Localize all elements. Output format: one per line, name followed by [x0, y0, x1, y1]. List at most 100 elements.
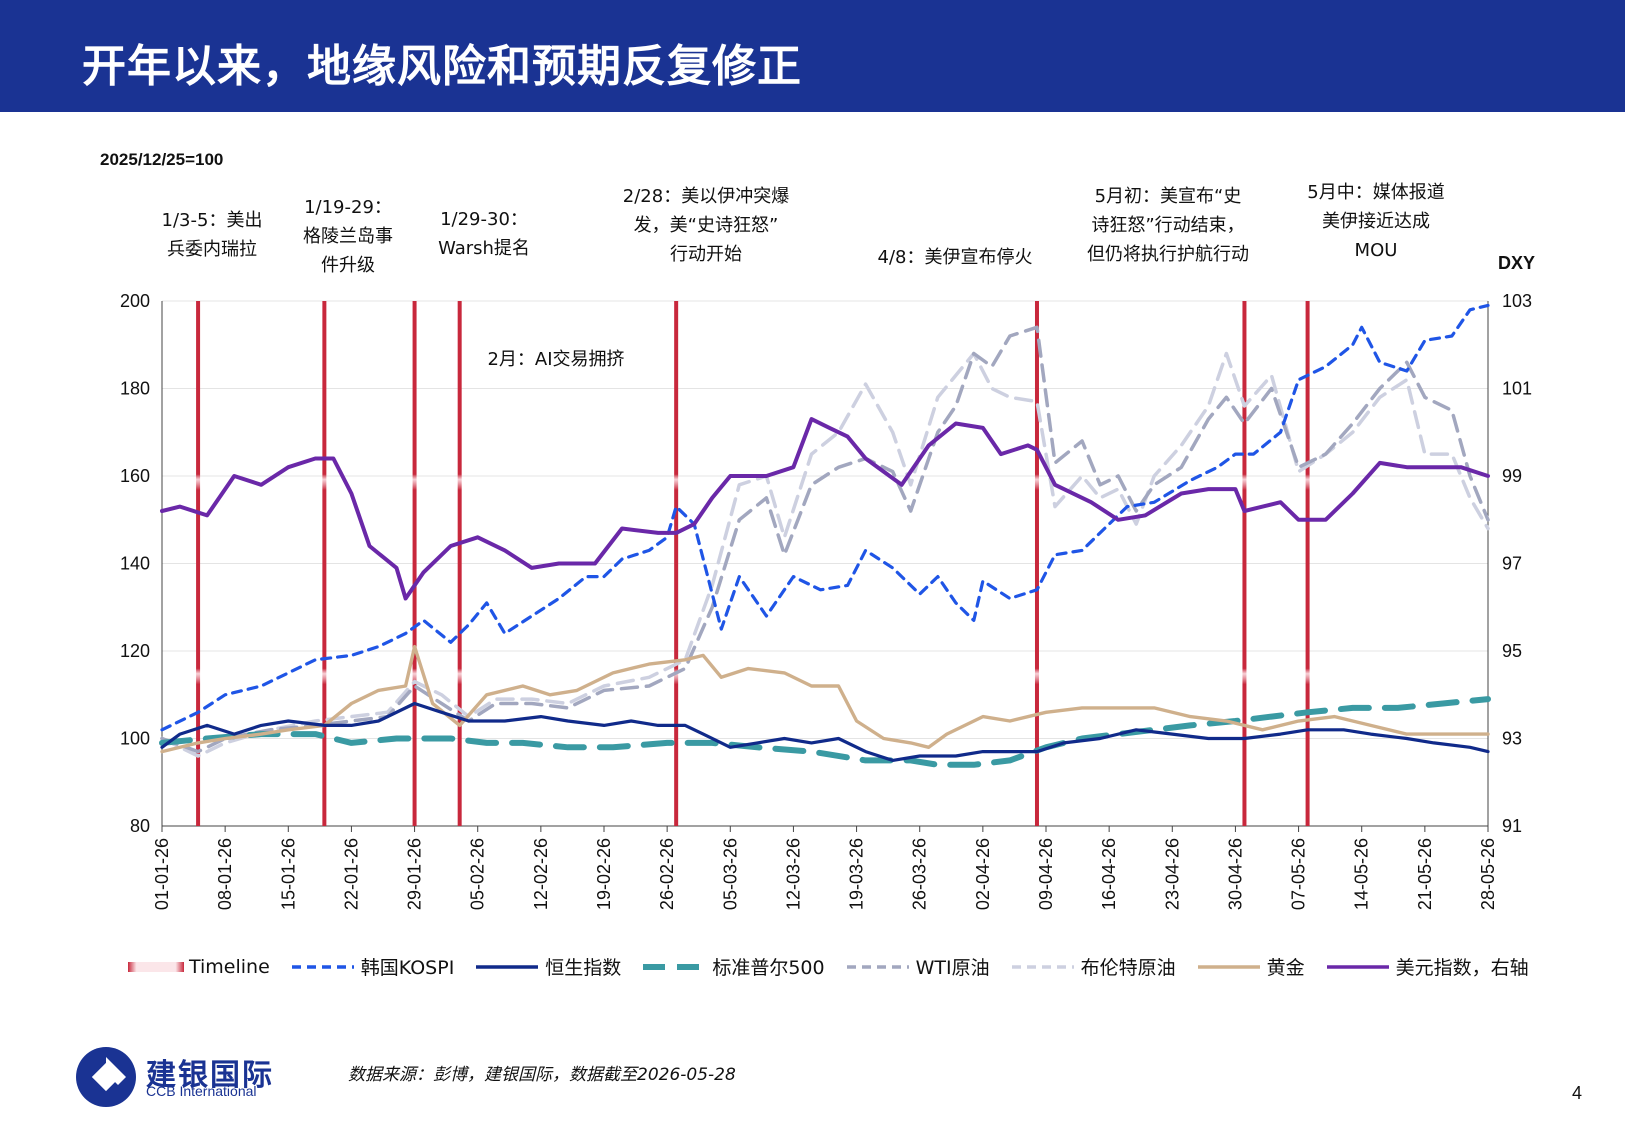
legend-item-hsi: 恒生指数 [474, 953, 621, 980]
annotation-line: 件升级 [321, 255, 375, 276]
annotation-line: 行动开始 [669, 244, 742, 265]
event-annotation: 2月：AI交易拥挤 [487, 345, 624, 374]
legend-swatch [291, 964, 354, 969]
x-tick-label: 29-01-26 [405, 838, 425, 910]
x-tick-label: 12-02-26 [531, 838, 551, 910]
timeline-bar [1034, 301, 1039, 826]
series-line-hsi [160, 701, 1490, 762]
right-tick-label: 95 [1502, 641, 1522, 661]
legend-swatch [1326, 964, 1389, 969]
event-annotation: 2/28：美以伊冲突爆 发，美“史诗狂怒” 行动开始 [623, 182, 789, 269]
event-annotation: 1/29-30： Warsh提名 [438, 205, 530, 263]
legend-swatch [643, 963, 706, 970]
data-source-note: 数据来源：彭博，建银国际，数据截至2026-05-28 [348, 1065, 736, 1085]
annotation-line: 2/28：美以伊冲突爆 [622, 186, 790, 207]
series-line-dxy [160, 417, 1490, 601]
series-line-kospi [160, 303, 1490, 732]
x-tick-label: 26-03-26 [910, 838, 930, 910]
header-bar: 开年以来，地缘风险和预期反复修正 [0, 0, 1625, 112]
x-tick-label: 09-04-26 [1036, 838, 1056, 910]
series-line-brent [160, 351, 1490, 758]
right-tick-label: 101 [1502, 379, 1532, 399]
page-number: 4 [1572, 1083, 1583, 1103]
timeline-bar [1305, 301, 1310, 826]
x-tick-label: 12-03-26 [783, 838, 803, 910]
x-tick-label: 26-02-26 [657, 838, 677, 910]
annotation-line: 发，美“史诗狂怒” [633, 215, 779, 236]
left-tick-label: 180 [120, 379, 150, 399]
legend-swatch [1011, 964, 1074, 969]
legend-label: 恒生指数 [545, 957, 622, 979]
legend-label: 黄金 [1266, 957, 1305, 979]
legend-item-gold: 黄金 [1196, 953, 1305, 980]
x-tick-label: 01-01-26 [152, 838, 172, 910]
right-tick-label: 99 [1502, 466, 1522, 486]
left-tick-label: 120 [120, 641, 150, 661]
annotation-line: 诗狂怒”行动结束， [1091, 215, 1245, 236]
timeline-bar [196, 301, 201, 826]
annotation-line: MOU [1354, 240, 1398, 261]
x-tick-label: 16-04-26 [1099, 838, 1119, 910]
annotation-line: 兵委内瑞拉 [166, 239, 257, 260]
legend-label: WTI原油 [915, 957, 990, 979]
timeline-bar [457, 301, 462, 826]
legend-label: 布伦特原油 [1080, 957, 1176, 979]
annotation-line: 1/29-30： [440, 209, 528, 230]
timeline-bar [1242, 301, 1247, 826]
ccb-logo-icon [76, 1047, 136, 1107]
x-tick-label: 23-04-26 [1162, 838, 1182, 910]
x-tick-label: 28-05-26 [1478, 838, 1498, 910]
x-tick-label: 19-03-26 [847, 838, 867, 910]
annotation-line: Warsh提名 [438, 238, 530, 259]
legend-label: 标准普尔500 [712, 957, 825, 979]
legend-swatch [1197, 964, 1260, 969]
legend-item-dxy: 美元指数，右轴 [1325, 953, 1529, 980]
chart-legend: Timeline 韩国KOSPI 恒生指数 标准普尔500 WTI原油 布伦特原油 黄金 美元… [128, 953, 1549, 980]
annotation-line: 1/19-29： [304, 197, 392, 218]
left-tick-label: 80 [130, 816, 150, 836]
right-tick-label: 97 [1502, 554, 1522, 574]
event-annotation: 5月初：美宣布“史 诗狂怒”行动结束， 但仍将执行护航行动 [1087, 182, 1249, 269]
left-tick-label: 100 [120, 729, 150, 749]
annotation-line: 格陵兰岛事 [303, 226, 393, 247]
right-tick-label: 103 [1502, 291, 1532, 311]
event-annotation: 1/3-5：美出 兵委内瑞拉 [162, 206, 263, 264]
annotation-line: 1/3-5：美出 [161, 210, 263, 231]
x-tick-label: 22-01-26 [341, 838, 361, 910]
legend-item-kospi: 韩国KOSPI [290, 953, 455, 980]
annotation-line: 美伊接近达成 [1321, 211, 1430, 232]
series-line-wti [160, 325, 1490, 754]
legend-label: 美元指数，右轴 [1395, 957, 1529, 979]
left-tick-label: 200 [120, 291, 150, 311]
x-tick-label: 21-05-26 [1415, 838, 1435, 910]
x-tick-label: 08-01-26 [215, 838, 235, 910]
right-tick-label: 91 [1502, 816, 1522, 836]
legend-swatch [846, 964, 909, 969]
annotation-line: 5月初：美宣布“史 [1094, 186, 1242, 207]
annotation-line: 4/8：美伊宣布停火 [877, 247, 1033, 268]
base-note: 2025/12/25=100 [100, 150, 224, 169]
x-tick-label: 05-02-26 [468, 838, 488, 910]
page-title: 开年以来，地缘风险和预期反复修正 [82, 41, 802, 92]
annotation-line: 但仍将执行护航行动 [1087, 244, 1249, 265]
annotation-line: 2月：AI交易拥挤 [487, 349, 625, 370]
x-tick-label: 19-02-26 [594, 838, 614, 910]
logo-text: 建银国际 [146, 1058, 274, 1093]
x-tick-label: 07-05-26 [1289, 838, 1309, 910]
x-tick-label: 14-05-26 [1352, 838, 1372, 910]
timeline-bar [322, 301, 327, 826]
x-tick-label: 05-03-26 [720, 838, 740, 910]
legend-item-timeline: Timeline [128, 956, 270, 978]
legend-label: Timeline [189, 955, 270, 978]
right-axis-label: DXY [1498, 253, 1536, 273]
x-tick-label: 15-01-26 [278, 838, 298, 910]
timeline-bar [412, 301, 417, 826]
legend-label: 韩国KOSPI [360, 957, 455, 979]
left-tick-label: 160 [120, 466, 150, 486]
legend-item-brent: 布伦特原油 [1010, 953, 1176, 980]
event-annotation: 1/19-29： 格陵兰岛事件升级 [303, 193, 393, 280]
legend-item-spx: 标准普尔500 [641, 953, 825, 980]
logo-subtitle: CCB International [146, 1083, 257, 1099]
event-annotation: 5月中：媒体报道 美伊接近达成 MOU [1307, 178, 1444, 265]
